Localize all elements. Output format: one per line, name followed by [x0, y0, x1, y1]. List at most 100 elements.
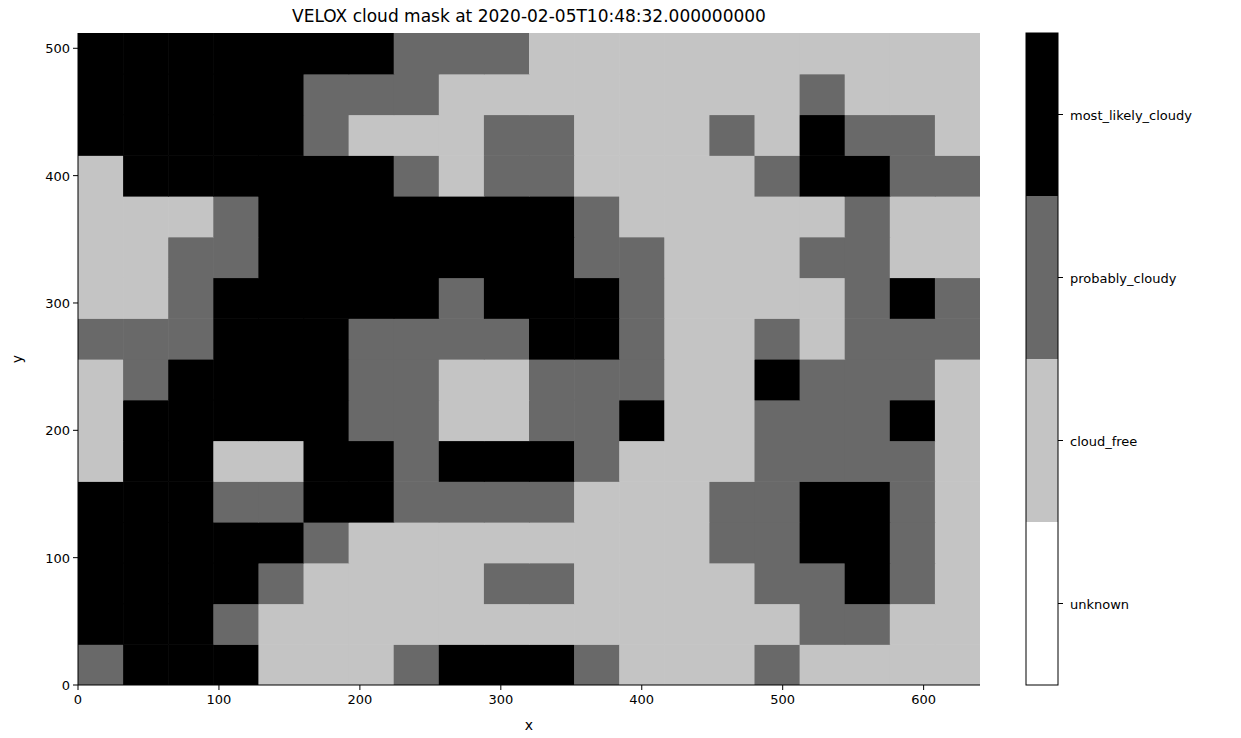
- x-tick-label: 600: [911, 692, 936, 707]
- cell: [935, 563, 980, 604]
- cell: [78, 155, 124, 196]
- cell: [709, 115, 755, 156]
- cell: [484, 196, 530, 237]
- cell: [168, 441, 214, 482]
- cell: [213, 522, 259, 563]
- cell: [574, 359, 620, 400]
- cell: [394, 359, 440, 400]
- cell: [304, 481, 350, 522]
- cell: [845, 522, 891, 563]
- cell: [664, 359, 710, 400]
- cell: [574, 278, 620, 319]
- y-tick-label: 0: [62, 678, 70, 693]
- cell: [213, 74, 259, 115]
- cell: [394, 196, 440, 237]
- cell: [213, 400, 259, 441]
- cell: [349, 400, 395, 441]
- cell: [664, 644, 710, 685]
- x-tick: [641, 685, 642, 690]
- y-axis-title: y: [9, 355, 25, 363]
- cell: [935, 441, 980, 482]
- cell: [304, 318, 350, 359]
- cell: [439, 400, 485, 441]
- x-axis-line: [78, 685, 980, 686]
- cell: [619, 522, 665, 563]
- cell: [78, 74, 124, 115]
- cell: [439, 563, 485, 604]
- cell: [619, 155, 665, 196]
- cell: [664, 522, 710, 563]
- cell: [890, 237, 936, 278]
- y-axis-line: [78, 33, 79, 685]
- cell: [123, 278, 169, 319]
- cell: [349, 644, 395, 685]
- cell: [439, 522, 485, 563]
- cell: [78, 318, 124, 359]
- cell: [890, 441, 936, 482]
- x-tick: [500, 685, 501, 690]
- cell: [755, 33, 801, 74]
- cell: [78, 522, 124, 563]
- cell: [484, 359, 530, 400]
- cell: [935, 278, 980, 319]
- cell: [258, 318, 304, 359]
- cell: [304, 359, 350, 400]
- y-tick: [73, 557, 78, 558]
- cell: [304, 74, 350, 115]
- cell: [845, 644, 891, 685]
- cell: [664, 196, 710, 237]
- y-tick-label: 400: [45, 169, 70, 184]
- cell: [78, 196, 124, 237]
- cell: [619, 33, 665, 74]
- cell: [123, 604, 169, 645]
- cell: [123, 33, 169, 74]
- cell: [800, 563, 846, 604]
- cell: [890, 318, 936, 359]
- cell: [845, 604, 891, 645]
- cell: [709, 359, 755, 400]
- cell: [574, 74, 620, 115]
- colorbar-label: cloud_free: [1070, 434, 1137, 449]
- cell: [890, 278, 936, 319]
- cell: [574, 441, 620, 482]
- cell: [484, 400, 530, 441]
- cell: [935, 604, 980, 645]
- cell: [394, 563, 440, 604]
- y-tick-label: 100: [45, 551, 70, 566]
- colorbar-tick: [1058, 603, 1063, 604]
- cell: [800, 604, 846, 645]
- cell: [349, 318, 395, 359]
- cell: [845, 318, 891, 359]
- cell: [709, 481, 755, 522]
- cell: [529, 522, 575, 563]
- cell: [529, 74, 575, 115]
- x-tick-label: 300: [488, 692, 513, 707]
- colorbar-label: unknown: [1070, 597, 1129, 612]
- cell: [78, 359, 124, 400]
- cell: [168, 318, 214, 359]
- cell: [664, 74, 710, 115]
- x-tick: [78, 685, 79, 690]
- cell: [529, 278, 575, 319]
- cell: [168, 400, 214, 441]
- cell: [800, 318, 846, 359]
- cell: [349, 278, 395, 319]
- cell: [574, 115, 620, 156]
- cell: [349, 74, 395, 115]
- cell: [890, 155, 936, 196]
- cell: [800, 644, 846, 685]
- cell: [394, 237, 440, 278]
- x-tick-label: 400: [629, 692, 654, 707]
- cell: [619, 563, 665, 604]
- cell: [304, 441, 350, 482]
- cell: [755, 481, 801, 522]
- cell: [845, 359, 891, 400]
- cell: [78, 563, 124, 604]
- cell: [664, 155, 710, 196]
- y-tick-label: 500: [45, 41, 70, 56]
- cell: [529, 155, 575, 196]
- cell: [664, 563, 710, 604]
- cell: [123, 74, 169, 115]
- cell: [123, 644, 169, 685]
- cell: [845, 33, 891, 74]
